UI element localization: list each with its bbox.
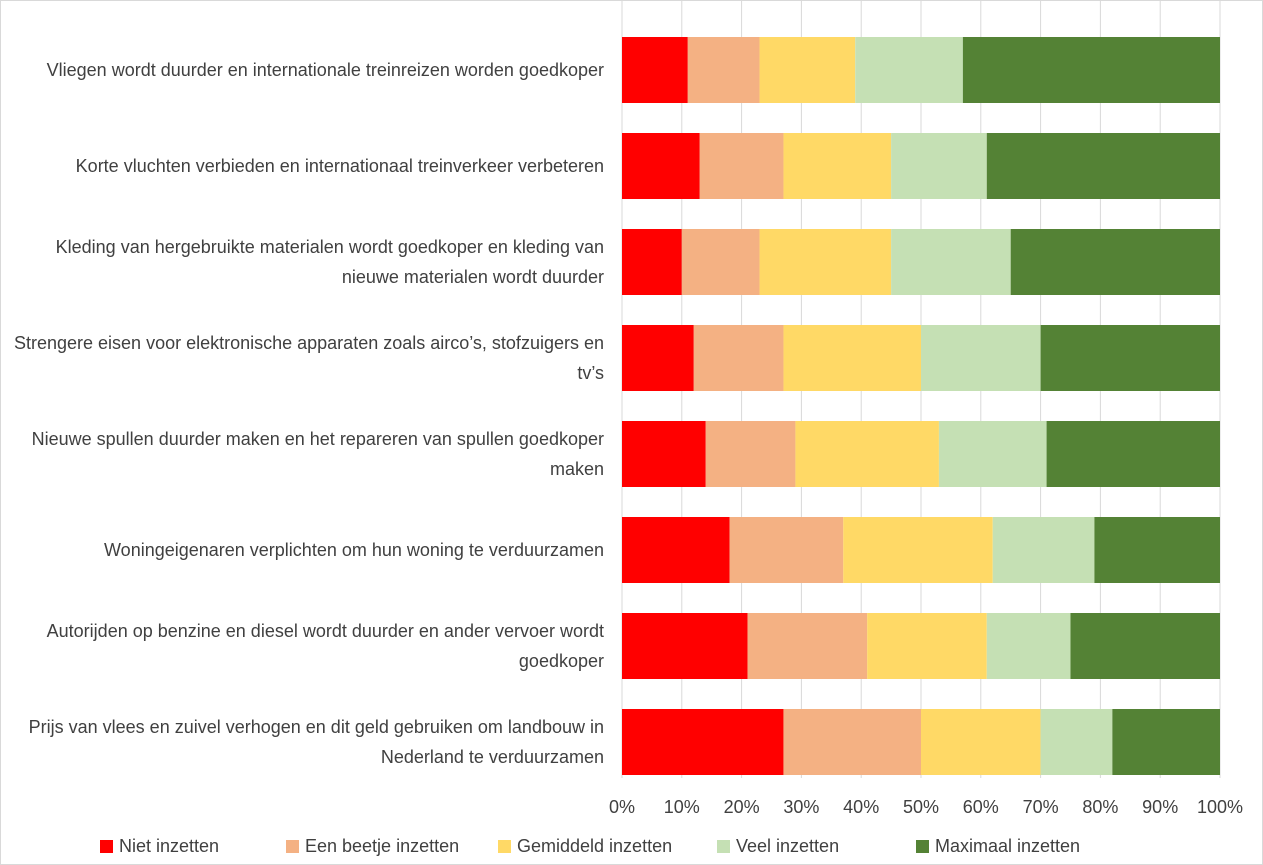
x-tick-label: 20% — [724, 797, 760, 817]
legend-label: Een beetje inzetten — [305, 836, 459, 856]
legend-label: Niet inzetten — [119, 836, 219, 856]
legend-label: Gemiddeld inzetten — [517, 836, 672, 856]
x-tick-label: 80% — [1082, 797, 1118, 817]
category-label: Nieuwe spullen duurder maken en het repa… — [31, 429, 604, 479]
bar-segment — [891, 229, 1011, 295]
bar-segment — [938, 421, 1047, 487]
category-label: Prijs van vlees en zuivel verhogen en di… — [28, 717, 604, 767]
category-label: Autorijden op benzine en diesel wordt du… — [46, 621, 604, 671]
legend-label: Veel inzetten — [736, 836, 839, 856]
bar-segment — [1040, 325, 1220, 391]
legend-label: Maximaal inzetten — [935, 836, 1080, 856]
x-tick-label: 60% — [963, 797, 999, 817]
bar-segment — [622, 325, 694, 391]
category-label: Vliegen wordt duurder en internationale … — [46, 60, 604, 80]
bar-segment — [986, 613, 1071, 679]
bar-segment — [687, 37, 760, 103]
bar-segment — [1040, 709, 1113, 775]
bar-segment — [1094, 517, 1220, 583]
x-tick-label: 50% — [903, 797, 939, 817]
x-tick-label: 90% — [1142, 797, 1178, 817]
bar-segment — [843, 517, 993, 583]
bar-segment — [855, 37, 963, 103]
bar-segment — [699, 133, 784, 199]
bar-segment — [921, 325, 1041, 391]
bar-segment — [693, 325, 784, 391]
bar-segment — [992, 517, 1095, 583]
bar-segment — [681, 229, 760, 295]
legend-swatch — [286, 840, 299, 853]
legend-swatch — [717, 840, 730, 853]
bar-segment — [622, 229, 682, 295]
x-tick-label: 0% — [609, 797, 635, 817]
bar-segment — [867, 613, 987, 679]
x-tick-label: 40% — [843, 797, 879, 817]
x-tick-label: 10% — [664, 797, 700, 817]
bar-segment — [622, 517, 730, 583]
bar-segment — [783, 709, 921, 775]
legend-swatch — [498, 840, 511, 853]
bar-segment — [921, 709, 1041, 775]
legend-swatch — [916, 840, 929, 853]
bar-segment — [622, 37, 688, 103]
bar-segment — [705, 421, 796, 487]
bar-segment — [747, 613, 868, 679]
bar-segment — [1070, 613, 1220, 679]
bar-segment — [759, 229, 892, 295]
x-tick-label: 30% — [783, 797, 819, 817]
bar-segment — [622, 709, 784, 775]
bar-segment — [622, 613, 748, 679]
bar-segment — [1010, 229, 1220, 295]
bar-segment — [962, 37, 1220, 103]
bar-segment — [1112, 709, 1220, 775]
x-tick-label: 100% — [1197, 797, 1243, 817]
bar-segment — [1046, 421, 1220, 487]
bar-segment — [622, 133, 700, 199]
x-tick-label: 70% — [1023, 797, 1059, 817]
bar-segment — [783, 325, 921, 391]
category-label: Korte vluchten verbieden en internationa… — [75, 156, 604, 176]
bar-segment — [783, 133, 892, 199]
bar-segment — [759, 37, 856, 103]
bar-segment — [986, 133, 1220, 199]
category-label: Strengere eisen voor elektronische appar… — [13, 333, 604, 383]
category-label: Kleding van hergebruikte materialen word… — [55, 237, 604, 287]
legend-swatch — [100, 840, 113, 853]
bar-segment — [795, 421, 939, 487]
bar-segment — [622, 421, 706, 487]
category-label: Woningeigenaren verplichten om hun wonin… — [104, 540, 604, 560]
bar-segment — [891, 133, 987, 199]
bar-segment — [729, 517, 844, 583]
